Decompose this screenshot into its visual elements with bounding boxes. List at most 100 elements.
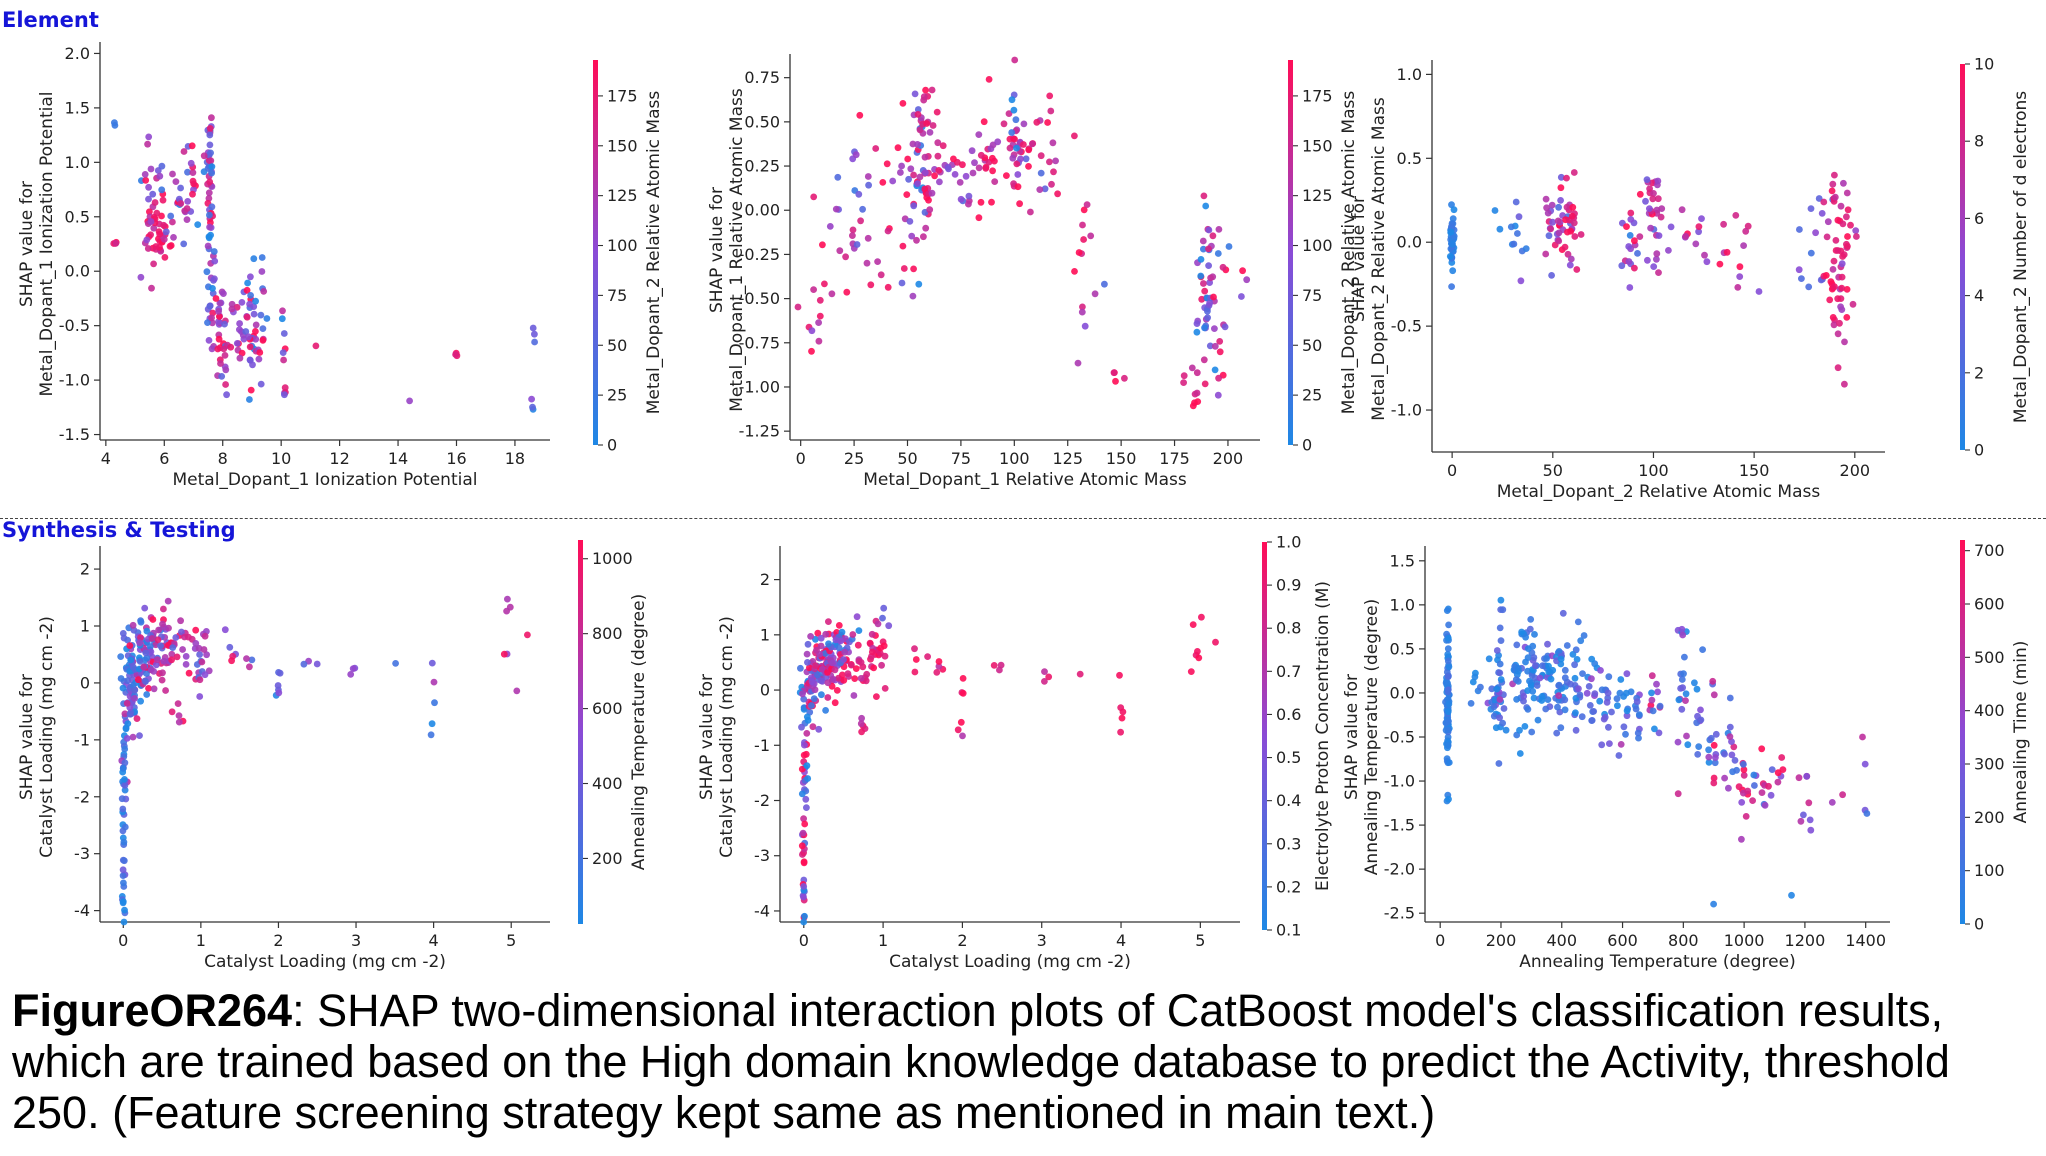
data-point	[870, 664, 878, 672]
data-point	[1048, 180, 1055, 188]
data-point	[1682, 232, 1690, 240]
y-tick-label: 0.5	[1397, 149, 1422, 168]
data-point	[243, 313, 251, 321]
data-point	[977, 198, 985, 206]
data-point	[1528, 728, 1536, 736]
data-point	[185, 669, 193, 677]
data-point	[276, 669, 284, 677]
data-point	[1561, 674, 1569, 682]
colorbar-tick-label: 400	[592, 774, 623, 793]
data-point	[1678, 625, 1686, 633]
data-point	[1080, 206, 1088, 214]
scatter-plot-6: 0 200 400 600 800 1000 1200 1400-2.5-2.0-1.5-1.…	[1342, 540, 2031, 972]
data-point	[150, 260, 158, 268]
data-point	[980, 118, 988, 126]
data-point	[236, 320, 244, 327]
data-point	[120, 838, 128, 846]
section-label-synthesis: Synthesis & Testing	[2, 518, 236, 542]
data-point	[1571, 661, 1578, 669]
data-point	[1658, 205, 1666, 213]
data-point	[928, 86, 936, 94]
data-point	[1695, 223, 1703, 231]
data-point	[111, 119, 118, 127]
data-point	[994, 138, 1002, 146]
data-point	[1200, 280, 1207, 287]
data-point	[1695, 228, 1702, 236]
data-point	[194, 221, 202, 229]
data-point	[1844, 206, 1852, 214]
data-point	[1046, 92, 1054, 100]
data-point	[1563, 174, 1570, 182]
data-point	[800, 695, 808, 703]
data-point	[1557, 173, 1565, 181]
data-point	[1216, 348, 1224, 356]
data-point	[243, 655, 250, 662]
x-axis-label: Catalyst Loading (mg cm -2)	[889, 952, 1131, 972]
y-tick-label: 2	[760, 570, 770, 589]
data-point	[1798, 275, 1805, 282]
data-point	[1843, 213, 1850, 221]
data-point	[803, 650, 811, 658]
data-point	[1205, 226, 1213, 234]
data-point	[1678, 705, 1686, 713]
data-point	[1742, 813, 1750, 820]
data-point	[899, 100, 907, 107]
colorbar-tick-label: 100	[1302, 236, 1333, 255]
data-point	[1623, 707, 1631, 715]
data-point	[258, 268, 266, 275]
data-point	[1022, 155, 1030, 163]
data-point	[1740, 242, 1747, 250]
data-point	[826, 223, 834, 230]
colorbar	[1960, 540, 1965, 924]
data-point	[144, 245, 152, 252]
data-point	[835, 644, 843, 652]
data-point	[1539, 662, 1546, 670]
data-point	[1830, 321, 1838, 329]
data-point	[969, 169, 977, 177]
data-point	[904, 155, 912, 163]
data-point	[1788, 891, 1795, 899]
data-point	[1571, 674, 1579, 682]
data-point	[431, 699, 438, 707]
data-point	[1557, 724, 1565, 732]
data-point	[1238, 293, 1245, 300]
y-tick-label: 0.0	[1390, 683, 1415, 702]
data-point	[152, 661, 160, 669]
data-point	[1516, 750, 1524, 757]
data-point	[985, 76, 993, 83]
data-point	[908, 232, 916, 240]
data-point	[1194, 398, 1202, 405]
data-point	[1829, 180, 1837, 188]
data-point	[1634, 250, 1641, 257]
data-point	[1740, 766, 1748, 774]
data-point	[801, 820, 809, 828]
data-point	[856, 111, 864, 119]
data-point	[243, 286, 251, 294]
scatter-plot-1: 4 6 8 10 12 14 16 18 -1.5 -1.0 -0.5 0.0 0.5 1.0 1.5 2.0…	[17, 42, 664, 490]
data-point	[1201, 380, 1209, 388]
data-point	[1526, 677, 1533, 685]
data-point	[146, 208, 153, 216]
data-point	[807, 633, 814, 640]
data-point	[1496, 714, 1503, 722]
data-point	[159, 196, 167, 204]
data-point	[889, 177, 897, 185]
data-point	[206, 302, 214, 310]
data-point	[1553, 729, 1561, 737]
data-point	[1209, 232, 1217, 240]
data-point	[800, 858, 808, 866]
data-point	[956, 179, 964, 186]
data-point	[172, 178, 180, 186]
data-point	[278, 315, 286, 323]
data-point	[928, 189, 936, 197]
data-point	[158, 162, 166, 170]
data-point	[1675, 696, 1683, 704]
data-point	[257, 380, 265, 388]
data-point	[829, 675, 837, 683]
data-point	[117, 675, 125, 682]
y-tick-label: -3	[74, 844, 90, 863]
data-point	[951, 171, 959, 178]
data-point	[528, 395, 535, 403]
data-point	[1008, 96, 1016, 104]
data-point	[1518, 628, 1525, 636]
